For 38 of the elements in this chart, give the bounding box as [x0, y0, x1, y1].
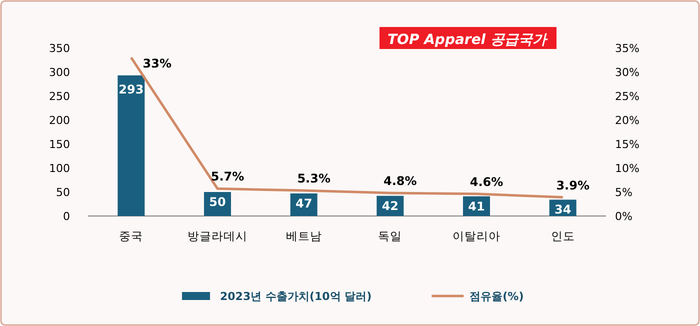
- x-tick-label: 독일: [378, 229, 402, 243]
- data-label: 42: [382, 198, 399, 213]
- y2-tick-label: 10%: [615, 162, 640, 175]
- data-label: 4.8%: [384, 174, 417, 188]
- y2-tick-label: 20%: [615, 114, 640, 127]
- y-tick-label: 350: [49, 42, 70, 55]
- data-label: 47: [295, 196, 312, 210]
- y-tick-label: 50: [56, 186, 70, 199]
- data-label: 4.6%: [470, 174, 504, 189]
- data-label: 41: [468, 199, 485, 214]
- data-label: 5.7%: [210, 170, 244, 184]
- y2-tick-label: 30%: [615, 66, 640, 79]
- y2-tick-label: 25%: [615, 90, 640, 103]
- y-tick-label: 250: [49, 90, 70, 103]
- bar: [118, 75, 145, 216]
- y2-tick-label: 5%: [615, 186, 632, 199]
- data-label: 3.9%: [556, 178, 590, 192]
- data-label: 293: [118, 82, 144, 96]
- y-tick-label: 100: [49, 162, 70, 175]
- data-label: 5.3%: [297, 172, 330, 186]
- y-tick-label: 200: [49, 114, 70, 127]
- y2-tick-label: 0%: [615, 210, 632, 223]
- y2-tick-label: 35%: [615, 42, 640, 55]
- y-tick-label: 300: [49, 66, 70, 79]
- y-tick-label: 150: [49, 138, 70, 151]
- y-tick-label: 0: [63, 210, 70, 223]
- data-label: 33%: [142, 56, 172, 71]
- y2-tick-label: 15%: [615, 138, 640, 151]
- chart-title: TOP Apparel 공급국가: [388, 32, 548, 48]
- x-tick-label: 중국: [119, 229, 144, 243]
- x-tick-label: 베트남: [286, 229, 322, 243]
- data-label: 50: [209, 195, 226, 209]
- x-tick-label: 인도: [550, 229, 575, 243]
- x-tick-label: 방글라데시: [188, 229, 248, 243]
- data-label: 34: [554, 202, 572, 217]
- legend-label: 점유율(%): [470, 290, 524, 303]
- x-tick-label: 이탈리아: [452, 229, 500, 243]
- legend-label: 2023년 수출가치(10억 달러): [220, 290, 372, 303]
